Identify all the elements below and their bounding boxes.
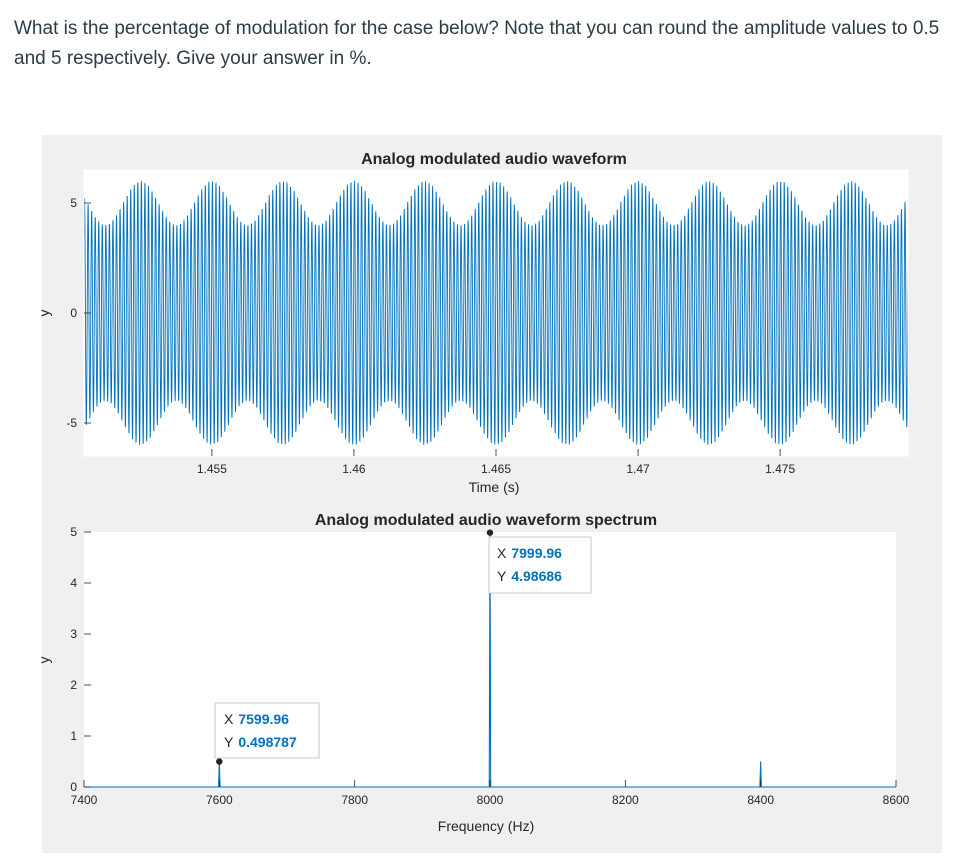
waveform-y-tick-label: 0: [70, 306, 77, 320]
waveform-x-tick-label: 1.465: [481, 462, 511, 476]
datatip-sideband-marker: [216, 758, 223, 765]
datatip-carrier-y-row: Y 4.98686: [497, 568, 562, 584]
waveform-y-label: y: [36, 310, 52, 317]
waveform-line: [83, 181, 909, 445]
waveform-x-tick-label: 1.47: [626, 462, 650, 476]
spectrum-chart: Analog modulated audio waveform spectrum…: [36, 512, 910, 834]
spectrum-x-tick-label: 7600: [206, 793, 233, 807]
waveform-y-ticks: -5 0 5: [66, 196, 91, 430]
waveform-x-tick-label: 1.475: [765, 462, 795, 476]
spectrum-x-tick-label: 7800: [341, 793, 368, 807]
spectrum-y-tick-label: 4: [70, 576, 77, 590]
waveform-title: Analog modulated audio waveform: [361, 151, 627, 168]
datatip-carrier[interactable]: X 7999.96 Y 4.98686: [486, 529, 592, 594]
datatip-sideband[interactable]: X 7599.96 Y 0.498787: [214, 702, 320, 765]
spectrum-title: Analog modulated audio waveform spectrum: [315, 512, 657, 529]
datatip-sideband-box: [214, 702, 320, 759]
datatip-carrier-marker: [486, 529, 494, 536]
question-text: What is the percentage of modulation for…: [14, 18, 940, 69]
spectrum-y-ticks: 0 1 2 3 4 5: [70, 525, 91, 794]
spectrum-x-tick-label: 8400: [747, 793, 774, 807]
spectrum-x-tick-label: 7400: [71, 793, 98, 807]
datatip-sideband-x-row: X 7599.96: [224, 711, 289, 727]
waveform-x-tick-label: 1.46: [342, 462, 366, 476]
spectrum-x-label: Frequency (Hz): [438, 818, 534, 834]
waveform-x-tick-label: 1.455: [197, 462, 227, 476]
spectrum-y-tick-label: 3: [70, 627, 77, 641]
spectrum-x-tick-label: 8600: [883, 793, 910, 807]
datatip-sideband-y-row: Y 0.498787: [224, 734, 297, 750]
spectrum-y-tick-label: 1: [70, 729, 77, 743]
datatip-carrier-x-row: X 7999.96: [497, 545, 562, 561]
spectrum-x-tick-label: 8200: [612, 793, 639, 807]
spectrum-x-tick-label: 8000: [477, 793, 504, 807]
waveform-chart: Analog modulated audio waveform 1.455 1.4…: [36, 151, 909, 495]
spectrum-x-ticks: 7400 7600 7800 8000 8200 8400 8600: [71, 780, 910, 807]
waveform-x-ticks: 1.455 1.46 1.465 1.47 1.475: [197, 449, 795, 476]
datatip-carrier-box: [488, 536, 592, 594]
waveform-x-label: Time (s): [469, 479, 520, 495]
spectrum-y-tick-label: 2: [70, 678, 77, 692]
spectrum-y-tick-label: 5: [70, 525, 77, 539]
spectrum-y-label: y: [36, 657, 52, 664]
spectrum-y-tick-label: 0: [70, 780, 77, 794]
waveform-y-tick-label: 5: [70, 196, 77, 210]
waveform-y-tick-label: -5: [66, 416, 77, 430]
